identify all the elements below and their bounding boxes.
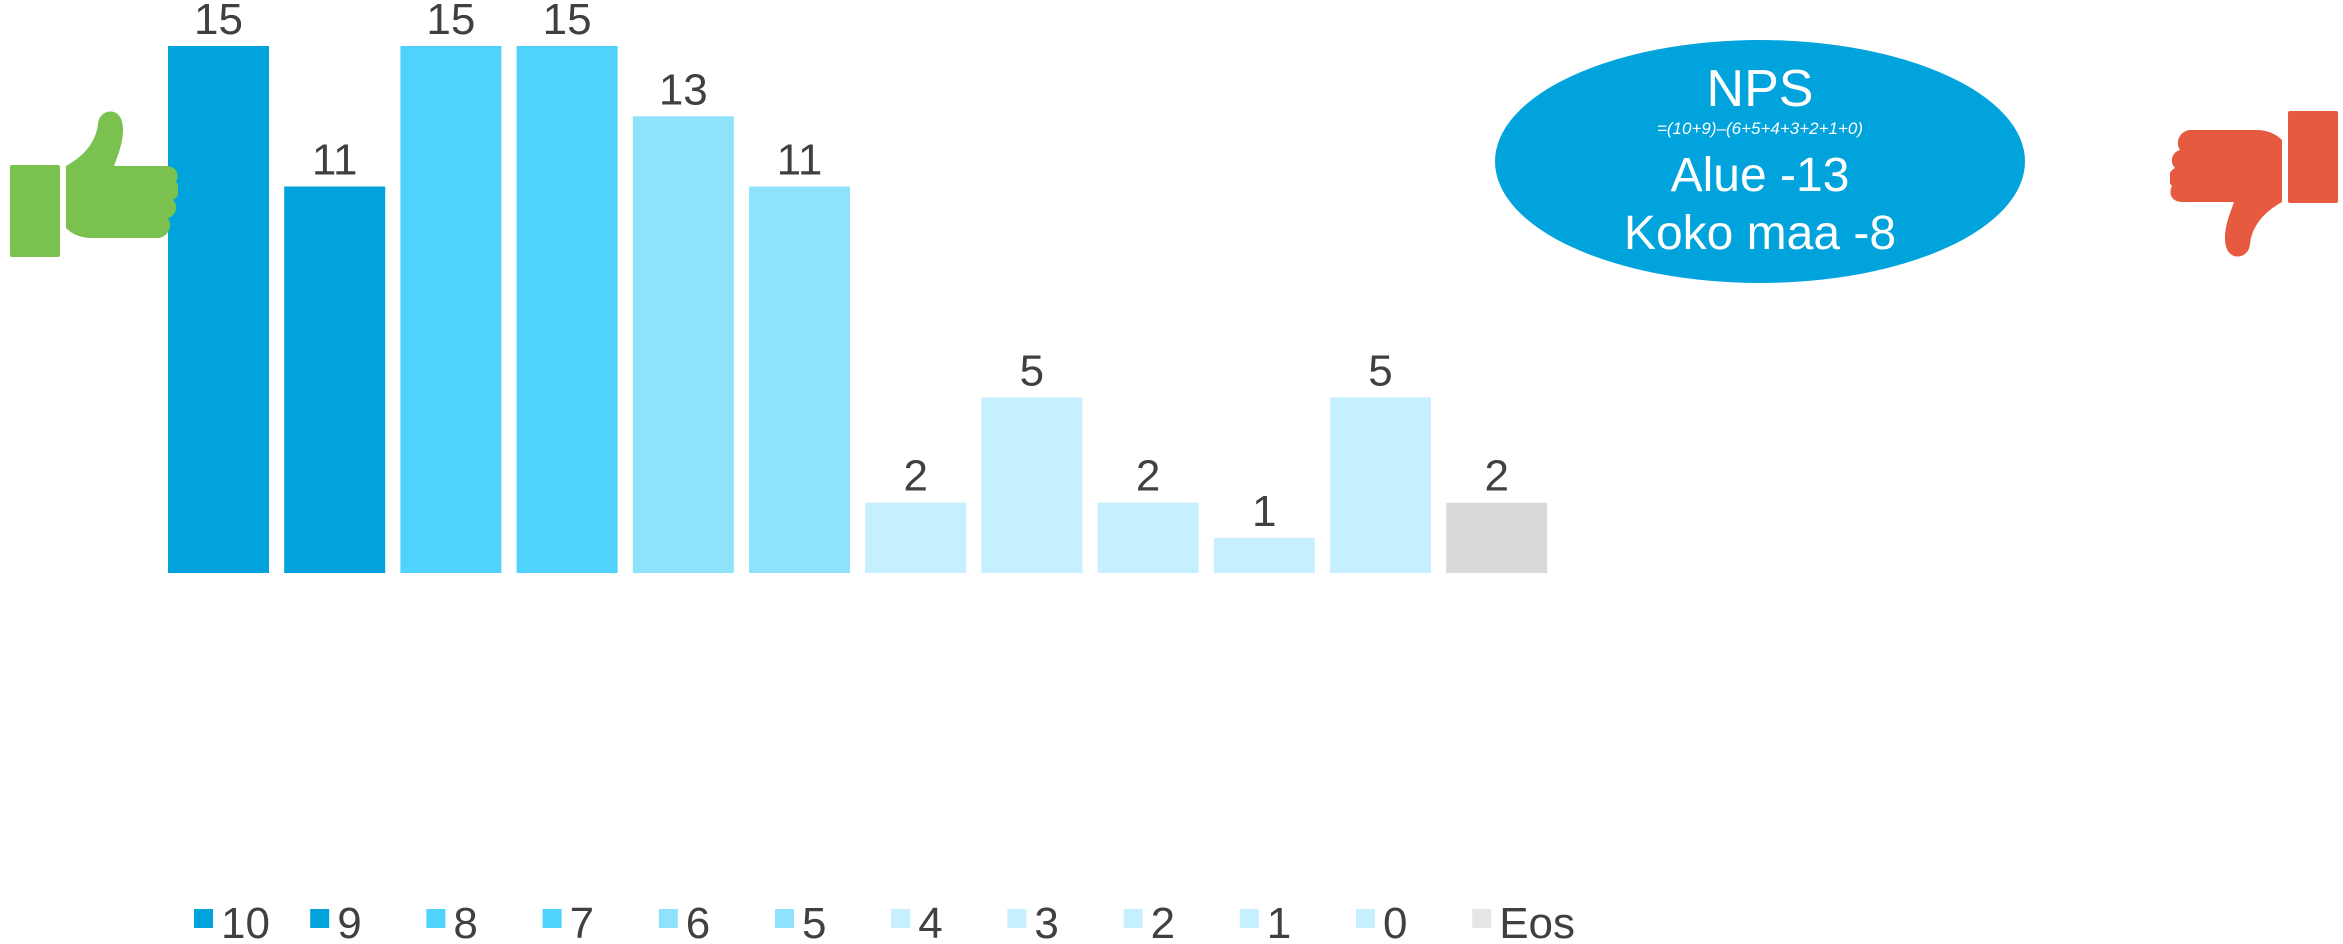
legend-swatch-2 [1124, 909, 1143, 928]
bar-2 [1098, 503, 1199, 573]
nps-area-value: Alue -13 [1671, 147, 1850, 205]
legend-swatch-8 [426, 909, 445, 928]
thumbs-down-icon [2170, 108, 2340, 258]
legend-label-2: 2 [1151, 899, 1175, 944]
value-label-9: 11 [312, 136, 358, 185]
bar-1 [1214, 538, 1315, 573]
legend-label-10: 10 [221, 899, 270, 944]
value-label-5: 11 [777, 136, 823, 185]
value-label-3: 5 [1020, 346, 1044, 395]
legend-label-7: 7 [570, 899, 594, 944]
nps-title: NPS [1707, 61, 1814, 117]
bars-group [168, 46, 1547, 573]
legend-label-0: 0 [1383, 899, 1407, 944]
legend-label-eos: Eos [1499, 899, 1575, 944]
legend-label-6: 6 [686, 899, 710, 944]
value-label-2: 2 [1136, 452, 1160, 501]
bar-10 [168, 46, 269, 573]
value-label-6: 13 [659, 65, 708, 114]
value-label-4: 2 [903, 452, 927, 501]
legend-swatch-5 [775, 909, 794, 928]
legend-label-4: 4 [918, 899, 942, 944]
bar-8 [400, 46, 501, 573]
legend-swatch-0 [1356, 909, 1375, 928]
legend-swatch-1 [1240, 909, 1259, 928]
bar-0 [1330, 397, 1431, 573]
bar-eos [1446, 503, 1547, 573]
legend-swatch-7 [543, 909, 562, 928]
legend: 10 9 8 7 6 5 4 3 2 1 0 Eos [194, 899, 1575, 944]
bar-5 [749, 187, 850, 574]
legend-label-1: 1 [1267, 899, 1291, 944]
legend-swatch-6 [659, 909, 678, 928]
value-label-8: 15 [426, 0, 475, 44]
bar-7 [517, 46, 618, 573]
value-label-7: 15 [543, 0, 592, 44]
legend-label-9: 9 [337, 899, 361, 944]
legend-swatch-eos [1472, 909, 1491, 928]
legend-label-8: 8 [453, 899, 477, 944]
bar-4 [865, 503, 966, 573]
nps-country-value: Koko maa -8 [1624, 205, 1896, 263]
legend-swatch-4 [891, 909, 910, 928]
value-label-0: 5 [1368, 346, 1392, 395]
bar-9 [284, 187, 385, 574]
nps-summary-badge: NPS =(10+9)–(6+5+4+3+2+1+0) Alue -13 Kok… [1495, 40, 2025, 283]
bar-6 [633, 116, 734, 573]
value-label-1: 1 [1252, 487, 1276, 536]
legend-swatch-3 [1007, 909, 1026, 928]
legend-label-5: 5 [802, 899, 826, 944]
value-label-eos: 2 [1484, 452, 1508, 501]
legend-label-3: 3 [1034, 899, 1058, 944]
legend-swatch-9 [310, 909, 329, 928]
value-label-10: 15 [194, 0, 243, 44]
legend-swatch-10 [194, 909, 213, 928]
thumbs-up-icon [8, 110, 178, 260]
bar-3 [981, 397, 1082, 573]
nps-formula: =(10+9)–(6+5+4+3+2+1+0) [1657, 119, 1863, 139]
